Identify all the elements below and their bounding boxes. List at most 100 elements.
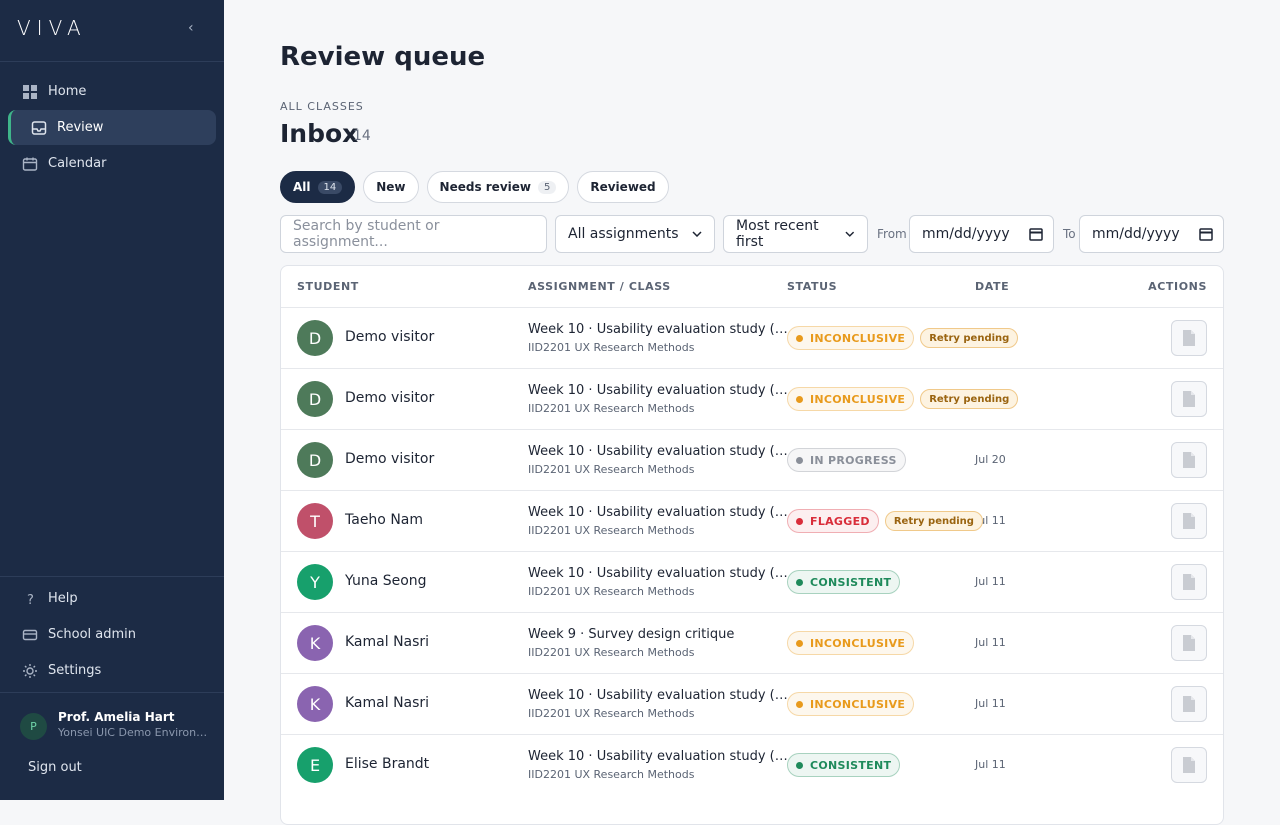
- nav-item[interactable]: Review: [8, 110, 216, 145]
- date: Jul 11: [975, 758, 1006, 771]
- class-name: IID2201 UX Research Methods: [528, 585, 695, 598]
- assignment: Week 10 · Usability evaluation study (…: [528, 566, 788, 581]
- table-row[interactable]: K Kamal Nasri Week 10 · Usability evaluati…: [281, 673, 1223, 734]
- status-dot: [796, 456, 803, 464]
- table-row[interactable]: D Demo visitor Week 10 · Usability evaluat…: [281, 307, 1223, 368]
- action-button[interactable]: [1171, 320, 1207, 356]
- document-icon: [1183, 635, 1195, 651]
- main: Review queue ALL CLASSES Inbox 14 All 14 New Ne…: [224, 0, 1280, 825]
- avatar: T: [297, 503, 333, 539]
- action-button[interactable]: [1171, 503, 1207, 539]
- status-badge: FLAGGED: [787, 509, 879, 533]
- tab-count: 14: [317, 180, 343, 194]
- status-badge: INCONCLUSIVE: [787, 326, 915, 350]
- column-header: DATE: [975, 280, 1010, 293]
- table-row[interactable]: D Demo visitor Week 10 · Usability evaluat…: [281, 429, 1223, 490]
- status-text: INCONCLUSIVE: [810, 331, 906, 345]
- student-name: Demo visitor: [345, 451, 435, 467]
- student-name: Elise Brandt: [345, 756, 430, 772]
- action-button[interactable]: [1171, 564, 1207, 600]
- student-name: Demo visitor: [345, 329, 435, 345]
- date: Jul 11: [975, 514, 1006, 527]
- class-name: IID2201 UX Research Methods: [528, 402, 695, 415]
- document-icon: [1183, 757, 1195, 773]
- nav-item[interactable]: Settings: [8, 653, 216, 688]
- chevron: [845, 231, 855, 237]
- avatar: K: [297, 686, 333, 722]
- from-date[interactable]: mm/dd/yyyy: [909, 215, 1054, 253]
- tab[interactable]: Reviewed: [577, 171, 669, 203]
- document-icon: [1183, 452, 1195, 468]
- divider: [0, 692, 224, 693]
- avatar: D: [297, 381, 333, 417]
- divider: [0, 61, 224, 62]
- date: Jul 11: [975, 575, 1006, 588]
- user-org: Yonsei UIC Demo Environ…: [58, 726, 208, 739]
- assignment: Week 10 · Usability evaluation study (…: [528, 383, 788, 398]
- action-button[interactable]: [1171, 442, 1207, 478]
- nav-item[interactable]: School admin: [8, 617, 216, 652]
- date-value: mm/dd/yyyy: [922, 226, 1010, 242]
- class-name: IID2201 UX Research Methods: [528, 768, 695, 781]
- nav-item[interactable]: Calendar: [8, 146, 216, 181]
- table-header: STUDENT ASSIGNMENT / CLASS STATUS DATE ACTIO…: [281, 266, 1223, 307]
- table-row[interactable]: E Elise Brandt Week 10 · Usability evaluat…: [281, 734, 1223, 795]
- calendar-icon: [1199, 228, 1213, 241]
- action-button[interactable]: [1171, 747, 1207, 783]
- status-text: FLAGGED: [810, 514, 870, 528]
- icon: [31, 120, 47, 135]
- status-dot: [796, 334, 803, 342]
- status-badge: IN PROGRESS: [787, 448, 906, 472]
- status-badge: INCONCLUSIVE: [787, 631, 915, 655]
- action-button[interactable]: [1171, 381, 1207, 417]
- status-badge: CONSISTENT: [787, 753, 901, 777]
- document-icon: [1183, 391, 1195, 407]
- table-row[interactable]: Y Yuna Seong Week 10 · Usability evaluatio…: [281, 551, 1223, 612]
- assignment: Week 10 · Usability evaluation study (…: [528, 444, 788, 459]
- icon: [23, 84, 37, 99]
- to-date[interactable]: mm/dd/yyyy: [1079, 215, 1224, 253]
- assignment: Week 10 · Usability evaluation study (…: [528, 688, 788, 703]
- column-header: ACTIONS: [1148, 280, 1207, 293]
- date: Jul 11: [975, 697, 1006, 710]
- sort-select[interactable]: Most recent first: [723, 215, 868, 253]
- status-dot: [796, 700, 803, 708]
- class-name: IID2201 UX Research Methods: [528, 524, 695, 537]
- student-name: Taeho Nam: [345, 512, 424, 528]
- retry-badge: Retry pending: [884, 511, 983, 531]
- action-button[interactable]: [1171, 686, 1207, 722]
- status-dot: [796, 578, 803, 586]
- tab[interactable]: Needs review 5: [426, 171, 570, 203]
- status-dot: [796, 639, 803, 647]
- divider: [0, 576, 224, 577]
- table-row[interactable]: D Demo visitor Week 10 · Usability evaluat…: [281, 368, 1223, 429]
- page-title: Review queue: [280, 42, 486, 72]
- tab[interactable]: New: [363, 171, 419, 203]
- table-row[interactable]: T Taeho Nam Week 10 · Usability evaluation…: [281, 490, 1223, 551]
- collapse-button[interactable]: ‹: [188, 20, 194, 36]
- nav-item[interactable]: ? Help: [8, 581, 216, 616]
- retry-badge: Retry pending: [920, 328, 1019, 348]
- retry-badge: Retry pending: [920, 389, 1019, 409]
- class-name: IID2201 UX Research Methods: [528, 707, 695, 720]
- assignment-select[interactable]: All assignments: [555, 215, 715, 253]
- column-header: ASSIGNMENT / CLASS: [528, 280, 671, 293]
- table-row[interactable]: K Kamal Nasri Week 9 · Survey design criti…: [281, 612, 1223, 673]
- action-button[interactable]: [1171, 625, 1207, 661]
- chevron: [692, 231, 702, 237]
- tab-count: 5: [537, 180, 557, 194]
- class-name: IID2201 UX Research Methods: [528, 463, 695, 476]
- document-icon: [1183, 574, 1195, 590]
- assignment: Week 9 · Survey design critique: [528, 627, 735, 642]
- status-text: CONSISTENT: [810, 575, 892, 589]
- icon: [23, 663, 37, 678]
- sign-out[interactable]: Sign out: [28, 760, 82, 775]
- tab[interactable]: All 14: [280, 171, 356, 203]
- placeholder: Search by student or assignment...: [293, 218, 440, 250]
- user-avatar: P: [20, 713, 47, 740]
- search-input[interactable]: Search by student or assignment...: [280, 215, 547, 253]
- column-header: STATUS: [787, 280, 838, 293]
- nav-item[interactable]: Home: [8, 74, 216, 109]
- sidebar: VIVA ‹ Home Review Calendar ? Help School admin…: [0, 0, 224, 800]
- svg-text:?: ?: [27, 593, 34, 607]
